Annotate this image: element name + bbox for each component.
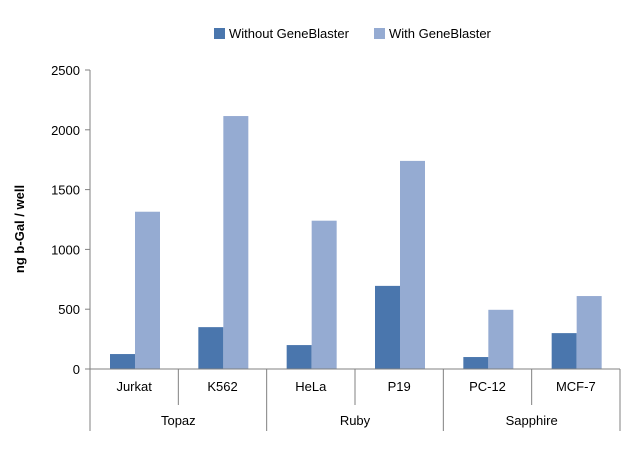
bars bbox=[110, 116, 602, 370]
y-tick-label: 0 bbox=[73, 362, 80, 377]
x-tick-label: P19 bbox=[388, 379, 411, 394]
bar-with-geneblaster bbox=[311, 220, 337, 369]
bar-without-geneblaster bbox=[110, 354, 135, 369]
bar-with-geneblaster bbox=[135, 211, 160, 369]
bar-without-geneblaster bbox=[463, 357, 489, 369]
x-axis: Jurkat K562 HeLa P19 PC-12 MCF-7 Topaz Ruby Sapp… bbox=[89, 368, 621, 431]
x-tick-label: MCF-7 bbox=[556, 379, 596, 394]
bar-without-geneblaster bbox=[198, 327, 224, 369]
y-tick-label: 2000 bbox=[51, 123, 80, 138]
x-tick-label: HeLa bbox=[295, 379, 327, 394]
group-label: Topaz bbox=[161, 413, 196, 428]
y-axis: 0 500 1000 1500 2000 2500 bbox=[51, 63, 91, 377]
bar-without-geneblaster bbox=[375, 285, 400, 369]
y-axis-label: ng b-Gal / well bbox=[12, 185, 27, 273]
legend-label: Without GeneBlaster bbox=[229, 26, 350, 41]
legend-swatch bbox=[374, 28, 385, 39]
y-tick-label: 1500 bbox=[51, 183, 80, 198]
x-tick-label: K562 bbox=[207, 379, 237, 394]
legend-label: With GeneBlaster bbox=[389, 26, 492, 41]
y-tick-label: 500 bbox=[58, 302, 80, 317]
group-label: Sapphire bbox=[506, 413, 558, 428]
bar-with-geneblaster bbox=[488, 309, 514, 369]
x-tick-label: Jurkat bbox=[116, 379, 152, 394]
bar-without-geneblaster bbox=[551, 333, 577, 369]
y-tick-label: 1000 bbox=[51, 242, 80, 257]
bar-with-geneblaster bbox=[223, 116, 249, 370]
group-label: Ruby bbox=[340, 413, 371, 428]
y-tick-label: 2500 bbox=[51, 63, 80, 78]
x-tick-label: PC-12 bbox=[469, 379, 506, 394]
legend: Without GeneBlaster With GeneBlaster bbox=[214, 26, 492, 41]
bar-with-geneblaster bbox=[400, 160, 425, 369]
bar-without-geneblaster bbox=[286, 345, 312, 369]
legend-swatch bbox=[214, 28, 225, 39]
bar-with-geneblaster bbox=[576, 296, 602, 369]
